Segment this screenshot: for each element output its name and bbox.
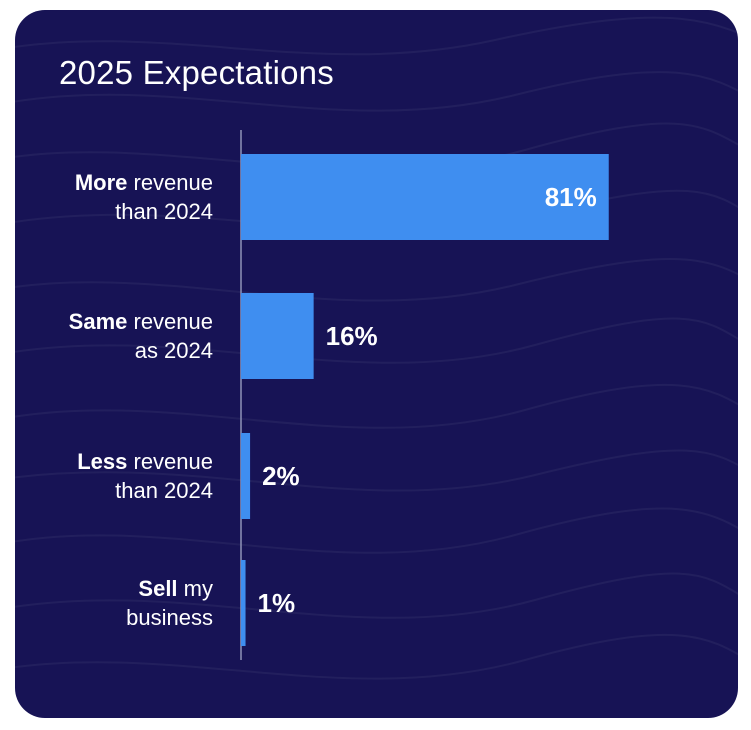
bar-0 [241, 154, 609, 240]
bar-chart: 81% 16% 2% 1% More revenue than 2024 Same rev… [15, 10, 738, 718]
category-label-line1: Sell my [15, 574, 213, 603]
category-label-rest: revenue [127, 309, 213, 334]
bar-chart-plot: 81% 16% 2% 1% [240, 130, 609, 660]
category-label-bold: Less [77, 449, 128, 474]
bar-1 [241, 293, 314, 379]
category-label-line2: than 2024 [115, 199, 213, 224]
category-label-1: Same revenue as 2024 [15, 307, 213, 365]
chart-title: 2025 Expectations [59, 54, 334, 91]
category-label-bold: Sell [138, 576, 178, 601]
category-label-line1: More revenue [15, 168, 213, 197]
data-label-2: 2% [262, 461, 300, 491]
category-label-bold: Same [68, 309, 128, 334]
category-label-line2: than 2024 [115, 478, 213, 503]
category-label-2: Less revenue than 2024 [15, 447, 213, 505]
chart-card: 2025 Expectations 81% 16% 2% 1% More revenu… [15, 10, 738, 718]
category-label-rest: revenue [127, 170, 213, 195]
data-label-1: 16% [326, 321, 378, 351]
wave-pattern-background [15, 16, 738, 680]
category-label-bold: More [74, 170, 128, 195]
bar-3 [241, 560, 246, 646]
data-label-0: 81% [545, 182, 597, 212]
category-label-line1: Same revenue [15, 307, 213, 336]
data-label-3: 1% [258, 588, 296, 618]
category-label-0: More revenue than 2024 [15, 168, 213, 226]
category-label-3: Sell my business [15, 574, 213, 632]
category-label-rest: my [177, 576, 213, 601]
category-label-line2: as 2024 [134, 338, 213, 363]
category-label-line2: business [126, 605, 213, 630]
category-label-line1: Less revenue [15, 447, 213, 476]
category-label-rest: revenue [127, 449, 213, 474]
bar-2 [241, 433, 251, 519]
